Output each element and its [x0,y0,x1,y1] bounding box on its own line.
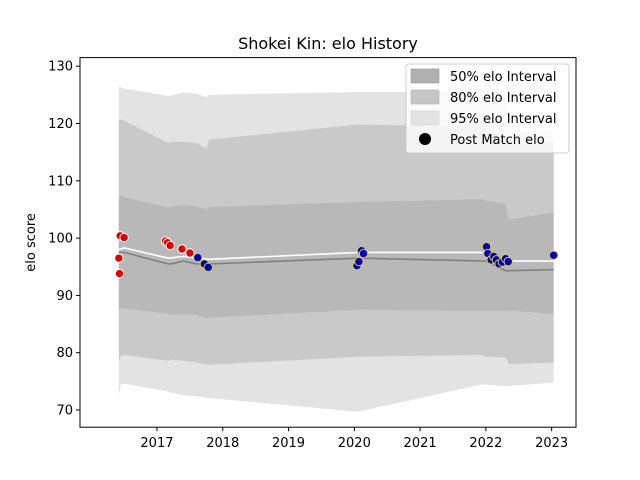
x-tick-label: 2019 [272,436,305,451]
chart-title: Shokei Kin: elo History [238,34,418,53]
post-match-point [114,253,124,263]
band-50 [118,195,554,319]
y-axis-label: elo score [24,213,39,272]
x-tick-label: 2023 [535,436,568,451]
legend-label-80: 80% elo Interval [450,91,557,106]
post-match-point [203,262,213,273]
post-match-point [114,268,125,279]
legend-swatch-50 [410,68,440,84]
post-match-point [503,256,513,267]
plot-frame [79,57,577,428]
legend-label-post-match: Post Match elo [450,133,545,148]
y-tick-label: 100 [48,232,73,247]
x-tick-label: 2017 [140,436,173,451]
legend-swatch-95 [410,110,440,126]
post-match-point [358,248,369,259]
legend-marker-post-match [419,133,431,145]
legend-label-50: 50% elo Interval [450,70,557,85]
post-match-point [119,232,129,243]
x-tick-label: 2021 [404,436,437,451]
y-tick-label: 90 [56,289,73,304]
legend-box [405,63,570,154]
post-match-points [114,231,559,279]
y-tick-label: 120 [48,117,73,132]
x-tick-label: 2022 [469,436,502,451]
x-axis-ticks: 2017 2018 2019 2020 2021 2022 2023 [140,427,568,451]
post-match-point [185,248,195,258]
x-tick-label: 2018 [206,436,239,451]
y-tick-label: 130 [48,60,73,75]
y-tick-label: 70 [56,404,73,419]
y-tick-label: 80 [56,346,73,361]
legend-swatch-80 [410,89,440,105]
post-match-point [354,256,364,267]
post-match-point [177,244,187,254]
post-match-point [193,252,203,263]
legend: 50% elo Interval 80% elo Interval 95% el… [405,63,570,154]
legend-label-95: 95% elo Interval [450,112,557,127]
y-axis-ticks: 70 80 90 100 110 120 130 [48,60,80,419]
post-match-point [165,240,175,251]
y-tick-label: 110 [48,174,73,189]
interval-bands [118,86,554,412]
x-tick-label: 2020 [338,436,371,451]
post-match-point [548,250,559,260]
